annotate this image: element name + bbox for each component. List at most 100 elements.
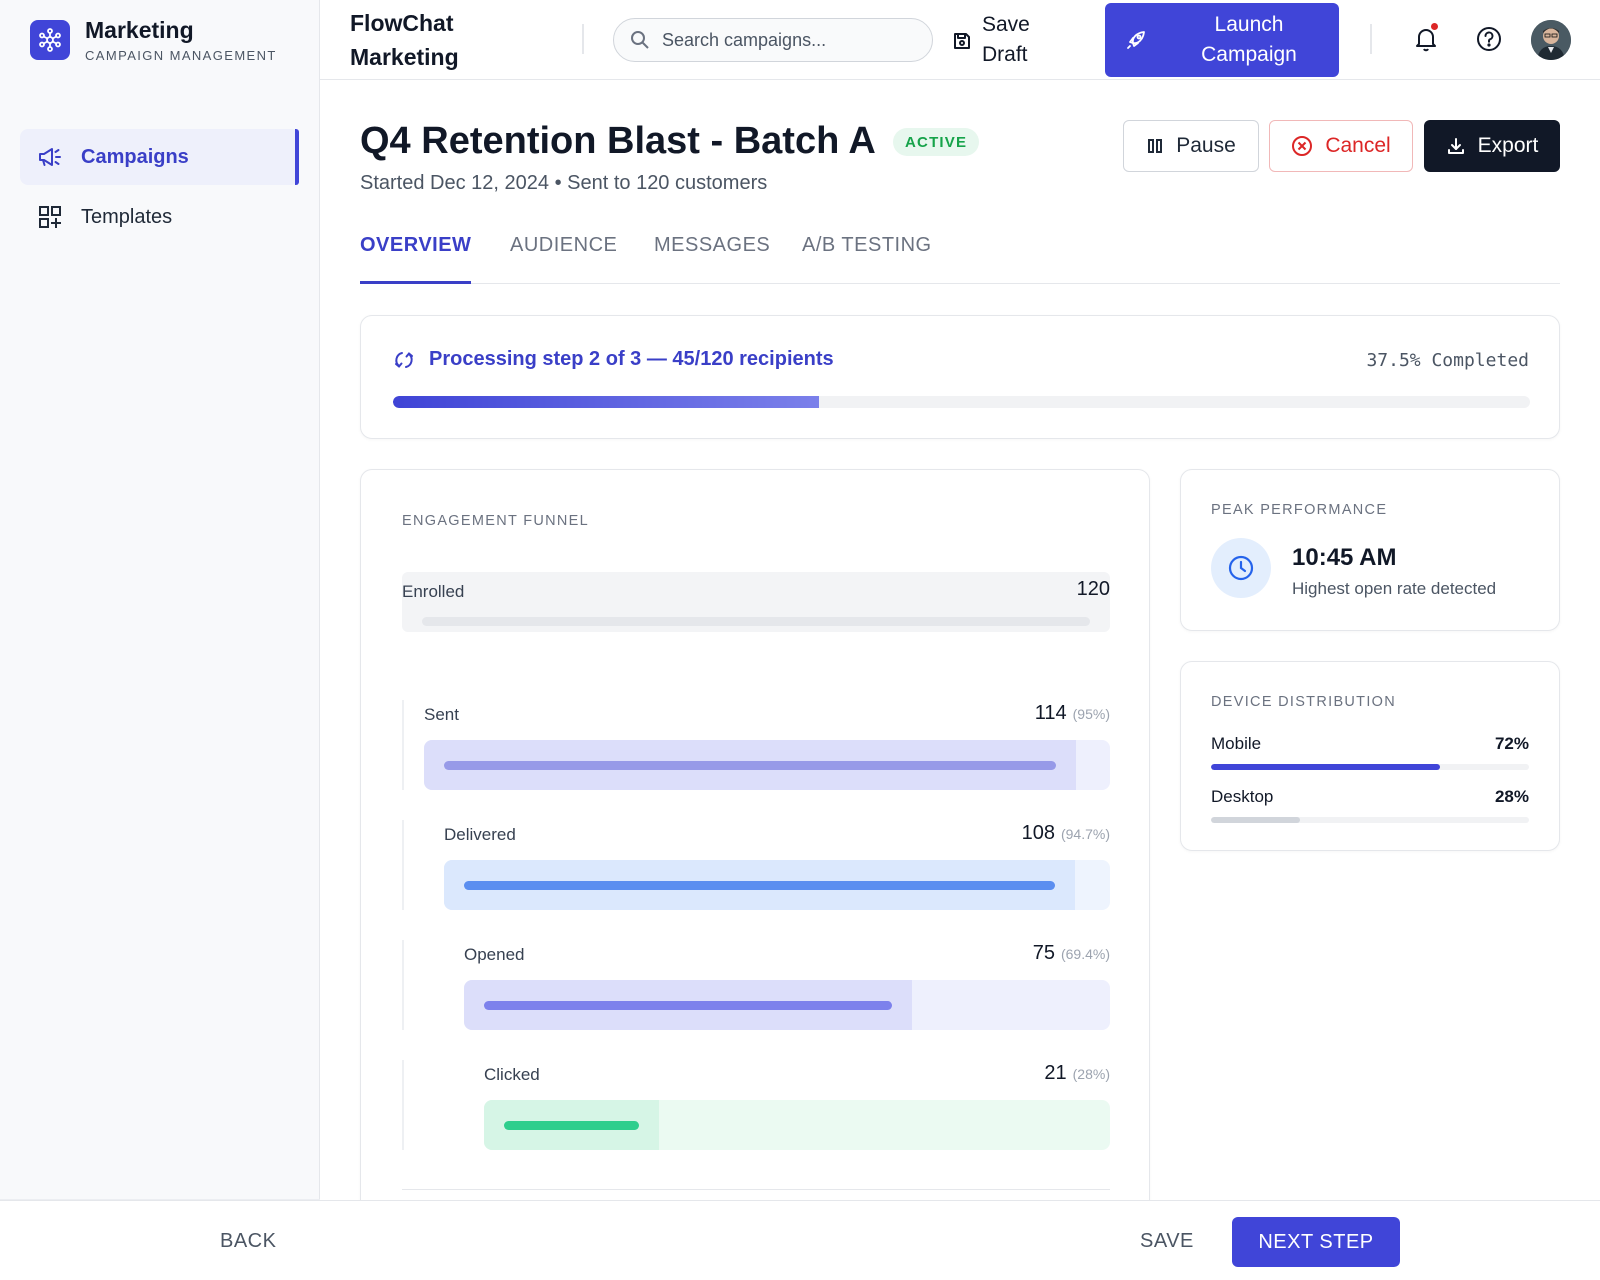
launch-campaign-label: Launch Campaign xyxy=(1201,13,1297,66)
device-distribution-card: DEVICE DISTRIBUTION Mobile 72% Desktop 2… xyxy=(1180,661,1560,851)
funnel-rail xyxy=(402,1060,404,1150)
device-value: 28% xyxy=(1494,787,1529,806)
brand-title: Marketing xyxy=(85,17,194,43)
progress-status: Processing step 2 of 3 — 45/120 recipien… xyxy=(393,348,834,371)
funnel-rail xyxy=(402,940,404,1030)
funnel-rail xyxy=(402,820,404,910)
device-title: DEVICE DISTRIBUTION xyxy=(1211,694,1397,710)
funnel-stage-name: Enrolled xyxy=(402,582,465,601)
funnel-bar xyxy=(444,860,1110,910)
peak-performance-card: PEAK PERFORMANCE 10:45 AM Highest open r… xyxy=(1180,469,1560,631)
funnel-stage-opened: Opened 75 (69.4%) xyxy=(402,940,1110,1030)
funnel-stage-enrolled: Enrolled 120 xyxy=(402,572,1110,632)
header-divider xyxy=(1370,24,1372,54)
brand: Marketing CAMPAIGN MANAGEMENT xyxy=(0,0,319,80)
help-icon xyxy=(1476,26,1502,52)
next-step-button[interactable]: NEXT STEP xyxy=(1232,1217,1400,1267)
device-bar xyxy=(1211,817,1529,823)
notifications-button[interactable] xyxy=(1409,22,1443,56)
peak-time: 10:45 AM xyxy=(1292,544,1397,571)
peak-description: Highest open rate detected xyxy=(1292,579,1497,598)
save-button[interactable]: SAVE xyxy=(1140,1230,1194,1252)
footer-bar: BACK SAVE NEXT STEP xyxy=(0,1200,1600,1280)
funnel-bar xyxy=(484,1100,1110,1150)
funnel-rail xyxy=(402,700,404,790)
save-draft-button[interactable]: Save Draft xyxy=(952,8,1042,72)
funnel-stage-name: Clicked xyxy=(484,1065,540,1084)
progress-bar xyxy=(393,396,1530,408)
device-row-desktop: Desktop 28% xyxy=(1211,787,1529,823)
refresh-icon xyxy=(393,349,415,371)
peak-title: PEAK PERFORMANCE xyxy=(1211,502,1388,518)
tab-overview[interactable]: OVERVIEW xyxy=(360,234,472,284)
search-icon xyxy=(630,30,650,50)
sidebar-item-campaigns[interactable]: Campaigns xyxy=(20,129,299,185)
device-name: Mobile xyxy=(1211,734,1262,753)
export-button[interactable]: Export xyxy=(1424,120,1560,172)
top-header: FlowChat Marketing Save Draft Launch Cam… xyxy=(320,0,1600,80)
cancel-button[interactable]: Cancel xyxy=(1269,120,1413,172)
save-icon xyxy=(952,31,972,51)
page-subtitle: Started Dec 12, 2024 • Sent to 120 custo… xyxy=(360,172,768,194)
progress-card: Processing step 2 of 3 — 45/120 recipien… xyxy=(360,315,1560,439)
device-bar-fill xyxy=(1211,764,1440,770)
export-label: Export xyxy=(1477,134,1539,157)
funnel-stage-name: Opened xyxy=(464,945,525,964)
funnel-stage-count: 114 (95%) xyxy=(1034,702,1110,724)
tab-messages[interactable]: MESSAGES xyxy=(654,234,771,256)
app-title: FlowChat Marketing xyxy=(350,10,459,70)
funnel-bar xyxy=(424,740,1110,790)
funnel-stage-clicked: Clicked 21 (28%) xyxy=(402,1060,1110,1150)
pause-button[interactable]: Pause xyxy=(1123,120,1259,172)
rocket-icon xyxy=(1125,29,1147,51)
back-button[interactable]: BACK xyxy=(220,1230,277,1252)
cancel-label: Cancel xyxy=(1325,134,1391,157)
funnel-bar-fill xyxy=(444,761,1056,770)
grid-plus-icon xyxy=(37,204,63,230)
funnel-stage-name: Sent xyxy=(424,705,459,724)
search-box xyxy=(613,18,933,62)
sidebar-divider xyxy=(0,1199,320,1200)
brand-subtitle: CAMPAIGN MANAGEMENT xyxy=(85,48,277,63)
tab-audience[interactable]: AUDIENCE xyxy=(510,234,618,256)
pause-icon xyxy=(1146,137,1164,155)
bell-icon xyxy=(1414,26,1438,52)
network-icon xyxy=(30,20,70,60)
header-divider xyxy=(582,24,584,54)
progress-percent: 37.5% Completed xyxy=(1366,350,1529,371)
device-bar-fill xyxy=(1211,817,1301,823)
cancel-circle-icon xyxy=(1291,135,1313,157)
engagement-funnel-card: ENGAGEMENT FUNNEL Enrolled 120 Sent 114(… xyxy=(360,469,1150,1229)
clock-icon xyxy=(1211,538,1271,598)
page-title: Q4 Retention Blast - Batch A xyxy=(360,120,876,162)
device-bar xyxy=(1211,764,1529,770)
sidebar: Marketing CAMPAIGN MANAGEMENT Campaigns xyxy=(0,0,320,1200)
help-button[interactable] xyxy=(1472,22,1506,56)
device-row-mobile: Mobile 72% xyxy=(1211,734,1529,770)
save-draft-label: Save Draft xyxy=(982,13,1030,66)
progress-fill xyxy=(393,396,820,408)
tab-ab-testing[interactable]: A/B TESTING xyxy=(802,234,932,256)
notification-badge xyxy=(1430,22,1439,31)
funnel-bar-fill xyxy=(484,1001,893,1010)
funnel-bar-fill xyxy=(422,617,1090,626)
device-name: Desktop xyxy=(1211,787,1274,806)
funnel-bar-fill xyxy=(464,881,1055,890)
avatar[interactable] xyxy=(1531,20,1571,60)
launch-campaign-button[interactable]: Launch Campaign xyxy=(1105,3,1339,77)
status-badge: ACTIVE xyxy=(893,128,980,156)
sidebar-item-label: Templates xyxy=(81,205,173,228)
funnel-stage-name: Delivered xyxy=(444,825,516,844)
funnel-stage-count: 75 (69.4%) xyxy=(1032,942,1110,964)
funnel-stage-sent: Sent 114 (95%) xyxy=(402,700,1110,790)
megaphone-icon xyxy=(37,144,63,170)
pause-label: Pause xyxy=(1176,134,1236,157)
funnel-divider xyxy=(402,1189,1110,1190)
device-value: 72% xyxy=(1494,734,1529,753)
funnel-stage-count: 120 xyxy=(1076,578,1110,600)
tab-bar: OVERVIEW AUDIENCE MESSAGES A/B TESTING xyxy=(360,222,1560,284)
sidebar-item-templates[interactable]: Templates xyxy=(20,189,299,245)
search-input[interactable] xyxy=(662,29,912,51)
funnel-stage-count: 108 (94.7%) xyxy=(1021,822,1110,844)
funnel-stage-count: 21 (28%) xyxy=(1044,1062,1110,1084)
